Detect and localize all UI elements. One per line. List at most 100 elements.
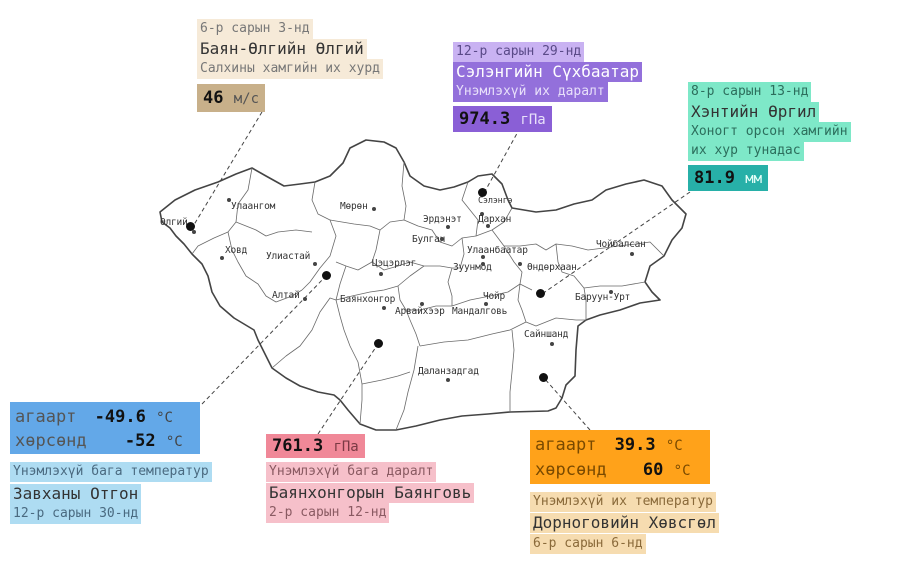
pressure-low-place: Баянхонгорын Баянговь: [266, 483, 475, 503]
hot-air-row: агаарт 39.3 °C: [532, 433, 686, 458]
city-selenge: Сэлэнгэ: [478, 196, 513, 206]
city-ulaangom: Улаангом: [231, 201, 276, 212]
marker-pressure-high: [478, 188, 487, 197]
city-uliastai: Улиастай: [266, 251, 311, 262]
city-dot: [303, 297, 307, 301]
hot-ground-unit: °C: [673, 463, 691, 479]
pressure-low-desc: Үнэмлэхүй бага даралт: [266, 462, 437, 482]
city-dot: [630, 252, 634, 256]
wind-desc: Салхины хамгийн их хурд: [197, 59, 384, 79]
city-arvaikheer: Арвайхээр: [395, 306, 445, 317]
city-choibalsan: Чойбалсан: [596, 239, 646, 250]
marker-cold: [322, 271, 331, 280]
city-dot: [192, 230, 196, 234]
city-choir: Чойр: [483, 291, 506, 302]
city-ulaanbaatar: Улаанбаатар: [467, 245, 528, 256]
pressure-high-date: 12-р сарын 29-нд: [453, 42, 585, 62]
hot-ground-row: хөрсөнд 60 °C: [532, 458, 694, 483]
city-moron: Мөрөн: [340, 201, 368, 212]
city-dot: [518, 262, 522, 266]
marker-hot: [539, 373, 548, 382]
cold-date: 12-р сарын 30-нд: [10, 504, 142, 524]
rain-desc-2: их хур тунадас: [688, 141, 804, 161]
cold-air-row: агаарт -49.6 °C: [12, 405, 176, 430]
city-tsetserleg: Цэцэрлэг: [372, 258, 417, 269]
city-erdenet: Эрдэнэт: [423, 214, 462, 225]
cold-ground-row: хөрсөнд -52 °C: [12, 429, 186, 454]
rain-value-box: 81.9 мм: [688, 165, 769, 191]
wind-value-box: 46 м/с: [197, 84, 266, 112]
pressure-low-value-box: 761.3 гПа: [266, 434, 365, 458]
city-dot: [440, 237, 444, 241]
city-dot: [609, 290, 613, 294]
pressure-high-desc: Үнэмлэхүй их даралт: [453, 82, 608, 102]
city-bulgan: Булган: [412, 234, 446, 245]
hot-ground-value: 60: [642, 460, 664, 480]
leader-lines: [191, 111, 691, 435]
city-dot: [486, 224, 490, 228]
city-dot: [372, 207, 376, 211]
aimag-boundaries: [191, 161, 665, 431]
hot-air-value: 39.3: [614, 435, 656, 455]
city-dot: [550, 342, 554, 346]
cold-desc: Үнэмлэхүй бага температур: [10, 462, 212, 482]
wind-date: 6-р сарын 3-нд: [197, 19, 313, 39]
country-outline: [159, 139, 687, 431]
city-dot: [382, 306, 386, 310]
hot-air-unit: °C: [665, 438, 683, 454]
marker-pressure-low: [374, 339, 383, 348]
city-baruun-urt: Баруун-Урт: [575, 292, 631, 303]
city-altai: Алтай: [272, 290, 300, 301]
rain-unit: мм: [745, 171, 763, 187]
city-dalanzadgad: Даланзадгад: [418, 366, 479, 377]
hot-place: Дорноговийн Хөвсгөл: [530, 513, 720, 533]
pressure-low-unit: гПа: [333, 439, 359, 455]
city-dot: [446, 225, 450, 229]
city-dot: [446, 378, 450, 382]
city-dot: [480, 212, 484, 216]
city-dot: [481, 262, 485, 266]
city-olgii: Өлгий: [160, 217, 188, 228]
cold-ground-unit: °C: [165, 434, 183, 450]
city-ondorkhaan: Өндөрхаан: [527, 262, 577, 273]
city-mandalgovi: Мандалговь: [452, 306, 508, 317]
city-dot: [227, 198, 231, 202]
city-darkhan: Дархан: [478, 214, 512, 225]
cold-place: Завханы Отгон: [10, 484, 142, 504]
city-dot: [313, 262, 317, 266]
hot-value-box: [530, 430, 710, 484]
cold-value-box: [10, 402, 200, 454]
cold-air-value: -49.6: [94, 407, 146, 427]
hot-desc: Үнэмлэхүй их температур: [530, 492, 717, 512]
cold-ground-value: -52: [124, 431, 156, 451]
city-dot: [484, 302, 488, 306]
marker-wind: [186, 222, 195, 231]
cold-air-label: агаарт: [15, 407, 77, 427]
pressure-low-value: 761.3: [272, 436, 324, 456]
wind-unit: м/с: [233, 91, 260, 107]
pressure-low-date: 2-р сарын 12-нд: [266, 503, 390, 523]
pressure-high-value-box: 974.3 гПа: [453, 106, 552, 132]
city-bayankhongor: Баянхонгор: [340, 294, 396, 305]
pressure-high-value: 974.3: [459, 109, 511, 129]
hot-ground-label: хөрсөнд: [535, 460, 607, 480]
wind-place: Баян-Өлгийн Өлгий: [197, 39, 367, 59]
rain-place: Хэнтийн Өргил: [688, 102, 820, 122]
rain-date: 8-р сарын 13-нд: [688, 82, 812, 102]
rain-value: 81.9: [694, 168, 735, 188]
city-dot: [481, 255, 485, 259]
marker-rain: [536, 289, 545, 298]
city-dot: [379, 272, 383, 276]
cold-air-unit: °C: [156, 410, 173, 426]
city-dot: [420, 302, 424, 306]
city-sainshand: Сайншанд: [524, 329, 569, 340]
pressure-high-unit: гПа: [520, 112, 546, 128]
pressure-high-place: Сэлэнгийн Сүхбаатар: [453, 62, 643, 82]
cold-ground-label: хөрсөнд: [15, 431, 87, 451]
hot-date: 6-р сарын 6-нд: [530, 534, 646, 554]
city-khovd: Ховд: [225, 245, 248, 256]
hot-air-label: агаарт: [535, 435, 597, 455]
wind-value: 46: [203, 88, 224, 108]
city-zuunmod: Зуунмод: [453, 262, 492, 273]
rain-desc-1: Хоногт орсон хамгийн: [688, 122, 851, 142]
